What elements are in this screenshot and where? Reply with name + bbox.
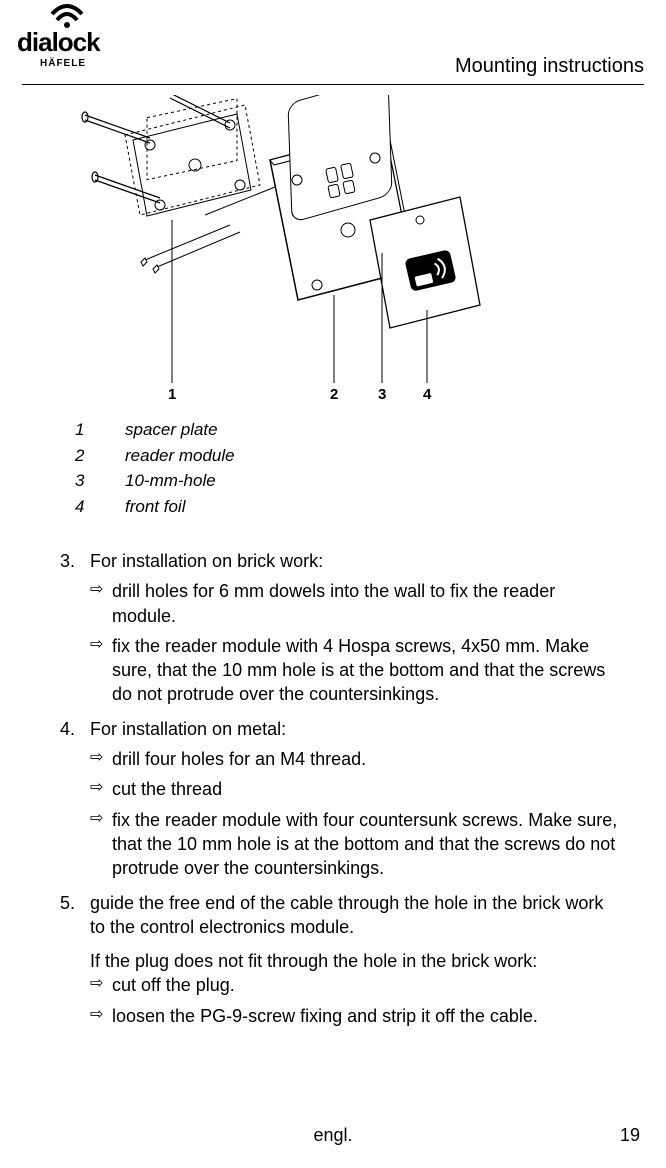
page-footer: engl. 19 <box>0 1125 666 1146</box>
footer-language: engl. <box>313 1125 352 1146</box>
page-header: dialock HÄFELE Mounting instructions <box>22 0 644 85</box>
legend-num: 1 <box>75 417 125 443</box>
step-number: 3. <box>60 549 90 707</box>
diagram-legend: 1spacer plate 2reader module 310-mm-hole… <box>75 417 666 519</box>
brand-logo: dialock HÄFELE <box>12 0 122 76</box>
callout-4: 4 <box>423 386 431 403</box>
sub-step: cut off the plug. <box>90 973 620 997</box>
legend-text: 10-mm-hole <box>125 468 216 494</box>
arrow-icon <box>90 579 112 628</box>
legend-row: 2reader module <box>75 443 666 469</box>
step-note: If the plug does not fit through the hol… <box>90 949 620 973</box>
step-4: 4. For installation on metal: drill four… <box>60 717 620 881</box>
callout-1: 1 <box>168 386 176 403</box>
step-number: 5. <box>60 891 90 1028</box>
sub-step: fix the reader module with 4 Hospa screw… <box>90 634 620 707</box>
instructions-body: 3. For installation on brick work: drill… <box>60 549 620 1028</box>
page-title: Mounting instructions <box>455 55 644 78</box>
exploded-diagram: 1 2 3 4 <box>75 95 495 405</box>
svg-text:HÄFELE: HÄFELE <box>40 56 86 69</box>
legend-row: 310-mm-hole <box>75 468 666 494</box>
step-number: 4. <box>60 717 90 881</box>
legend-num: 4 <box>75 494 125 520</box>
sub-text: drill four holes for an M4 thread. <box>112 747 620 771</box>
arrow-icon <box>90 777 112 801</box>
step-3: 3. For installation on brick work: drill… <box>60 549 620 707</box>
sub-step: cut the thread <box>90 777 620 801</box>
arrow-icon <box>90 747 112 771</box>
sub-text: fix the reader module with 4 Hospa screw… <box>112 634 620 707</box>
sub-text: drill holes for 6 mm dowels into the wal… <box>112 579 620 628</box>
sub-text: loosen the PG-9-screw fixing and strip i… <box>112 1004 620 1028</box>
sub-text: cut the thread <box>112 777 620 801</box>
legend-row: 4front foil <box>75 494 666 520</box>
legend-text: spacer plate <box>125 417 218 443</box>
step-title: For installation on brick work: <box>90 549 620 573</box>
page-number: 19 <box>620 1125 640 1146</box>
sub-text: cut off the plug. <box>112 973 620 997</box>
legend-text: front foil <box>125 494 185 520</box>
arrow-icon <box>90 1004 112 1028</box>
legend-text: reader module <box>125 443 235 469</box>
sub-step: fix the reader module with four counters… <box>90 808 620 881</box>
sub-step: drill holes for 6 mm dowels into the wal… <box>90 579 620 628</box>
arrow-icon <box>90 808 112 881</box>
sub-text: fix the reader module with four counters… <box>112 808 620 881</box>
step-title: For installation on metal: <box>90 717 620 741</box>
callout-3: 3 <box>378 386 386 403</box>
legend-row: 1spacer plate <box>75 417 666 443</box>
svg-text:dialock: dialock <box>17 27 101 57</box>
legend-num: 2 <box>75 443 125 469</box>
sub-step: drill four holes for an M4 thread. <box>90 747 620 771</box>
step-title: guide the free end of the cable through … <box>90 891 620 940</box>
sub-step: loosen the PG-9-screw fixing and strip i… <box>90 1004 620 1028</box>
arrow-icon <box>90 634 112 707</box>
step-5: 5. guide the free end of the cable throu… <box>60 891 620 1028</box>
arrow-icon <box>90 973 112 997</box>
legend-num: 3 <box>75 468 125 494</box>
callout-2: 2 <box>330 386 338 403</box>
